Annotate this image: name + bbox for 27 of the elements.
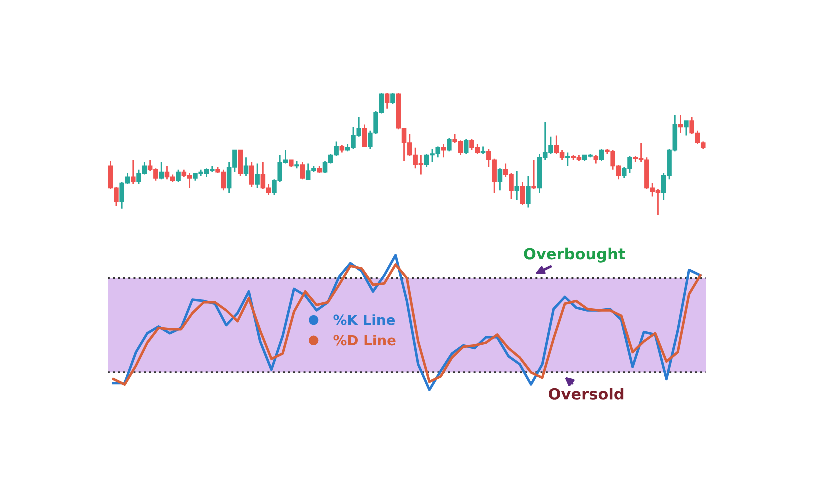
candlestick	[255, 163, 260, 189]
ref-line-label: Overbought	[524, 248, 626, 263]
candlestick	[176, 169, 181, 183]
candlestick	[244, 156, 249, 177]
candlestick	[464, 138, 469, 155]
candlestick	[678, 114, 684, 134]
candlestick	[362, 124, 368, 148]
candlestick	[384, 92, 390, 110]
candlestick	[514, 170, 520, 202]
candlestick	[532, 159, 536, 190]
candlestick	[238, 150, 244, 177]
ref-line-label: Oversold	[549, 388, 624, 400]
candlestick	[130, 159, 136, 186]
candlestick	[498, 168, 503, 192]
candlestick	[566, 152, 570, 167]
candlestick	[390, 92, 396, 105]
candlestick	[300, 162, 306, 180]
candlestick	[520, 181, 526, 206]
candlestick	[441, 144, 446, 158]
candlestick	[250, 162, 254, 188]
candlestick	[684, 120, 689, 136]
candlestick	[599, 148, 604, 162]
candlestick	[447, 137, 452, 152]
candlestick	[526, 175, 531, 208]
legend-label: %D Line	[334, 334, 396, 346]
candlestick	[159, 162, 164, 180]
legend-label: %K Line	[334, 314, 396, 326]
